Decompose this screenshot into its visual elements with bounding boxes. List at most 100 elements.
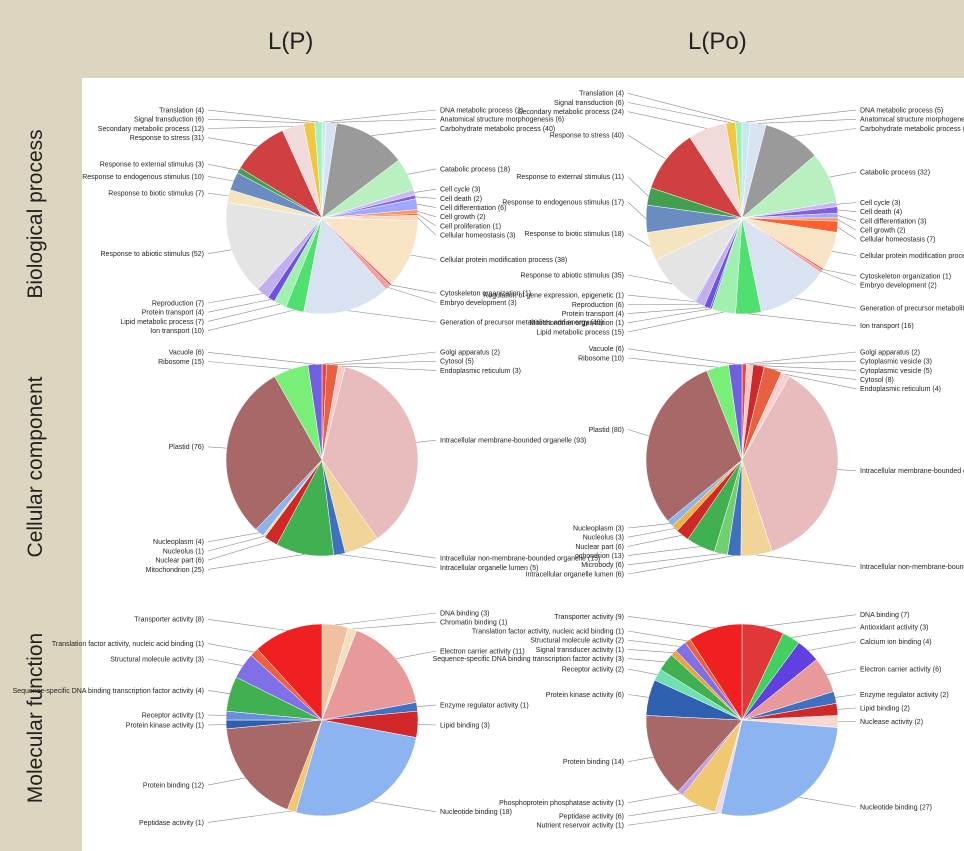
leader-line [627, 528, 675, 538]
leader-line [785, 374, 857, 390]
slice-label-dna-binding: DNA binding (3) [440, 610, 489, 617]
leader-line [207, 554, 305, 570]
leader-line [627, 555, 735, 575]
leader-line [341, 365, 437, 371]
slice-label-protein-transport: Protein transport (4) [142, 310, 204, 317]
leader-line [627, 812, 718, 826]
slice-label-cell-growth: Cell growth (2) [440, 214, 486, 221]
leader-line [207, 690, 230, 694]
leader-line [744, 351, 857, 365]
slice-label-response-to-endogenous-stimulus: Response to endogenous stimulus (17) [502, 200, 624, 207]
slice-label-carbohydrate-metabolic-process: Carbohydrate metabolic process (40) [440, 126, 555, 133]
slice-label-sequence-specific-dna-binding-transcription-factor-activity: Sequence-specific DNA binding transcript… [433, 656, 624, 663]
slice-label-intracellular-membrane-bounded-organelle: Intracellular membrane-bounded organelle… [860, 468, 964, 475]
slice-label-receptor-activity: Receptor activity (1) [142, 712, 204, 719]
slice-label-microbody: Microbody (6) [581, 562, 624, 569]
slice-label-cell-death: Cell death (4) [860, 209, 902, 216]
leader-line [835, 694, 857, 698]
slice-label-intracellular-non-membrane-bounded-organelle: Intracellular non-membrane-bounded organ… [440, 556, 600, 563]
leader-line [207, 176, 234, 182]
leader-line [207, 299, 272, 313]
pie-slice-response-to-abiotic-stimulus [225, 202, 323, 290]
slice-label-golgi-apparatus: Golgi apparatus (2) [440, 349, 500, 356]
leader-line [826, 668, 857, 675]
slice-label-ribosome: Ribosome (15) [158, 359, 204, 366]
slice-label-cellular-homeostasis: Cellular homeostasis (3) [440, 233, 515, 240]
slice-label-electron-carrier-activity: Electron carrier activity (6) [860, 666, 941, 673]
pie-slice-cellular-protein-modification-process [321, 217, 419, 285]
slice-label-signal-transduction: Signal transduction (6) [134, 117, 204, 124]
leader-line [822, 269, 857, 277]
slice-label-reproduction: Reproduction (7) [152, 300, 204, 307]
slice-label-cell-cycle: Cell cycle (3) [440, 187, 480, 194]
leader-line [417, 214, 437, 227]
slice-label-secondary-metabolic-process: Secondary metabolic process (12) [98, 126, 204, 133]
leader-line [207, 361, 291, 370]
slice-label-protein-binding: Protein binding (12) [143, 783, 204, 790]
leader-line [627, 307, 708, 314]
leader-line [821, 271, 857, 286]
leader-line [746, 109, 857, 123]
slice-label-vacuole: Vacuole (6) [169, 350, 204, 357]
leader-line [627, 523, 671, 529]
slice-label-dna-metabolic-process: DNA metabolic process (2) [440, 107, 523, 114]
leader-line [627, 176, 649, 197]
leader-line [758, 365, 857, 371]
slice-label-cytoplasmic-vesicle: Cytoplasmic vesicle (5) [860, 368, 932, 375]
leader-line [756, 554, 857, 567]
slice-label-enzyme-regulator-activity: Enzyme regulator activity (1) [440, 703, 529, 710]
slice-label-response-to-stress: Response to stress (40) [550, 133, 624, 140]
slice-label-lipid-metabolic-process: Lipid metabolic process (7) [120, 319, 204, 326]
leader-line [388, 287, 437, 303]
leader-line [627, 649, 674, 653]
slice-label-anatomical-structure-morphogenesis: Anatomical structure morphogenesis (10) [860, 117, 964, 124]
slice-label-receptor-activity: Receptor activity (2) [562, 666, 624, 673]
slice-label-structural-molecule-activity: Structural molecule activity (3) [110, 656, 204, 663]
leader-line [207, 540, 271, 561]
slice-label-cell-growth: Cell growth (2) [860, 228, 906, 235]
slice-label-protein-transport: Protein transport (4) [562, 311, 624, 318]
slice-label-translation-factor-activity-nucleic-acid-binding: Translation factor activity, nucleic aci… [472, 628, 624, 635]
slice-label-nucleolus: Nucleolus (3) [583, 535, 624, 542]
slice-label-signal-transducer-activity: Signal transducer activity (1) [536, 647, 624, 654]
leader-line [207, 164, 239, 171]
leader-line [627, 546, 701, 556]
slice-label-mitochondrion: Mitochondrion (25) [146, 567, 204, 574]
slice-label-mitochondrion-organization: Mitochondrion organization (1) [529, 320, 624, 327]
slice-label-cytosol: Cytosol (8) [860, 377, 894, 384]
leader-line [837, 469, 857, 472]
leader-line [331, 118, 437, 123]
slice-label-lipid-binding: Lipid binding (3) [440, 722, 490, 729]
leader-line [207, 532, 260, 543]
slice-label-cellular-protein-modification-process: Cellular protein modification process (2… [860, 253, 964, 260]
leader-line [207, 249, 232, 254]
slice-label-response-to-abiotic-stimulus: Response to abiotic stimulus (52) [101, 251, 205, 258]
slice-label-endoplasmic-reticulum: Endoplasmic reticulum (4) [860, 386, 941, 393]
slice-label-ion-transport: Ion transport (16) [860, 323, 914, 330]
leader-line [207, 619, 288, 631]
slice-label-peptidase-activity: Peptidase activity (1) [139, 820, 204, 827]
leader-line [207, 309, 295, 331]
leader-line [361, 547, 437, 559]
leader-line [627, 639, 681, 647]
pie-slice-electron-carrier-activity [321, 630, 417, 721]
leader-line [339, 554, 437, 568]
slice-label-cell-cycle: Cell cycle (3) [860, 200, 900, 207]
leader-line [627, 111, 708, 129]
slice-label-catabolic-process: Catabolic process (18) [440, 166, 510, 173]
leader-line [207, 777, 246, 786]
slice-label-ochondrion: ochondrion (13) [575, 553, 624, 560]
slice-label-generation-of-precursor-metabolites-and-energy: Generation of precursor metabolites and … [860, 306, 964, 313]
leader-line [417, 704, 437, 707]
leader-line [836, 202, 857, 205]
slice-label-enzyme-regulator-activity: Enzyme regulator activity (2) [860, 692, 949, 699]
leader-line [794, 297, 857, 309]
leader-line [627, 201, 647, 220]
pie-chart-molecular-function-lp: DNA binding (3) Chromatin binding (1) Elec… [13, 610, 529, 826]
leader-line [837, 209, 857, 212]
slice-label-dna-metabolic-process: DNA metabolic process (5) [860, 108, 943, 115]
slice-label-lipid-binding: Lipid binding (2) [860, 705, 910, 712]
leader-line [207, 119, 310, 124]
leader-line [748, 313, 857, 327]
leader-line [207, 293, 263, 304]
